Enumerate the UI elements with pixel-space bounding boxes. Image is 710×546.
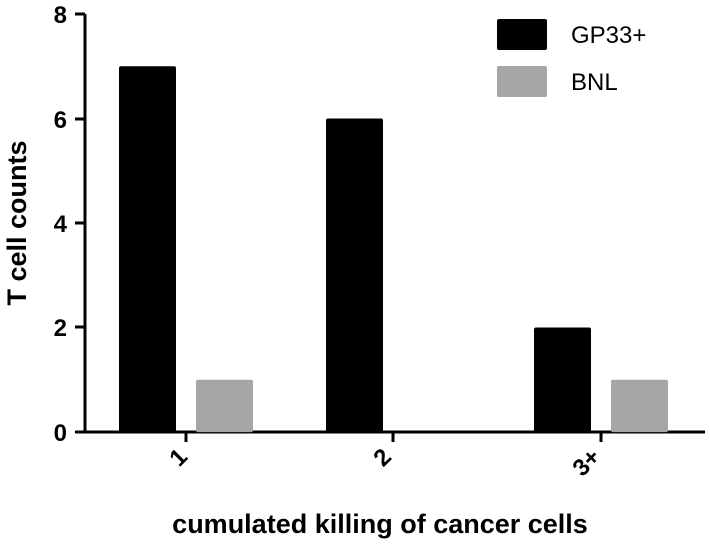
bar-bnl-3: [611, 379, 668, 433]
x-category-label: 1: [164, 443, 193, 472]
legend-label-gp33: GP33+: [571, 22, 646, 49]
x-category-label: 2: [368, 443, 397, 472]
x-category-label: 3+: [567, 443, 605, 481]
x-ticks: 1 2 3+: [164, 432, 606, 482]
bar-gp33-2: [326, 118, 383, 432]
y-tick-label: 2: [54, 315, 67, 342]
x-axis-title: cumulated killing of cancer cells: [172, 509, 588, 539]
y-tick-label: 6: [54, 107, 67, 134]
y-tick-label: 0: [54, 420, 67, 447]
legend: GP33+ BNL: [497, 19, 646, 97]
y-axis-title: T cell counts: [2, 140, 32, 305]
bar-gp33-1: [119, 66, 176, 433]
legend-label-bnl: BNL: [571, 69, 618, 96]
y-tick-label: 4: [54, 211, 68, 238]
y-ticks: 0 2 4 6 8: [54, 2, 85, 447]
bars: [119, 66, 668, 433]
bar-gp33-3: [534, 327, 591, 432]
legend-swatch-bnl: [497, 66, 547, 97]
legend-swatch-gp33: [497, 19, 547, 50]
y-tick-label: 8: [54, 2, 67, 29]
bar-bnl-1: [196, 379, 253, 433]
